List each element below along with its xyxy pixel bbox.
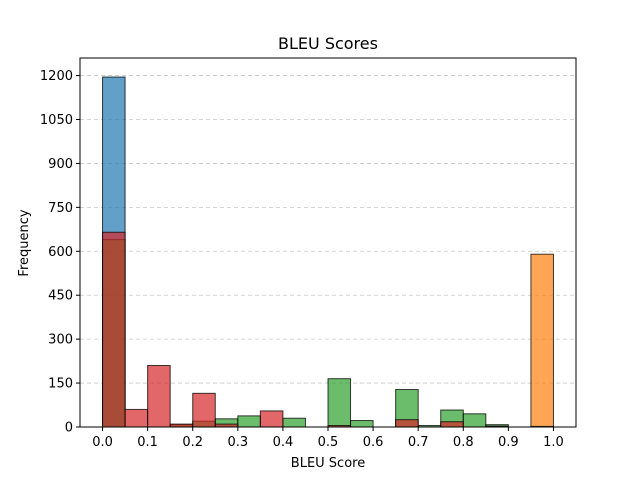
x-tick-label: 0.0 [92, 435, 113, 450]
y-tick-label: 1050 [40, 113, 73, 128]
chart-title: BLEU Scores [278, 34, 378, 53]
x-tick-label: 1.0 [543, 435, 564, 450]
x-tick-label: 0.9 [498, 435, 519, 450]
bars [102, 76, 554, 428]
x-tick-label: 0.4 [273, 435, 294, 450]
y-tick-label: 0 [65, 421, 73, 436]
histogram-bar [192, 392, 216, 428]
series-3-bars [102, 231, 509, 428]
x-tick-label: 0.3 [227, 435, 248, 450]
y-tick-label: 900 [48, 157, 73, 172]
x-axis-label: BLEU Score [291, 456, 365, 471]
histogram-bar [440, 421, 464, 428]
histogram-bar [395, 419, 419, 428]
histogram-bar [147, 365, 171, 428]
y-tick-label: 450 [48, 289, 73, 304]
x-tick-label: 0.1 [137, 435, 158, 450]
y-tick-label: 600 [48, 245, 73, 260]
histogram-bar [237, 415, 261, 428]
histogram-bar [124, 408, 149, 428]
histogram-bar [102, 231, 126, 428]
histogram-bar [259, 410, 284, 428]
series-1-bars [530, 253, 554, 428]
histogram-bar [282, 417, 306, 428]
y-ticks: 0 150 300 450 600 750 900 1050 1200 [40, 69, 80, 436]
y-tick-label: 150 [48, 377, 73, 392]
histogram-bar [327, 378, 352, 428]
y-tick-label: 750 [48, 201, 73, 216]
x-tick-label: 0.2 [182, 435, 203, 450]
x-tick-label: 0.7 [408, 435, 429, 450]
histogram-bar [530, 253, 554, 428]
x-tick-label: 0.5 [318, 435, 339, 450]
histogram-bar [462, 413, 487, 428]
y-tick-label: 1200 [40, 69, 73, 84]
y-axis-label: Frequency [17, 209, 32, 276]
x-ticks: 0.0 0.1 0.2 0.3 0.4 0.5 0.6 0.7 0.8 0.9 1.0 [92, 427, 564, 450]
y-tick-label: 300 [48, 333, 73, 348]
histogram-bar [350, 420, 374, 428]
x-tick-label: 0.8 [453, 435, 474, 450]
x-tick-label: 0.6 [363, 435, 384, 450]
